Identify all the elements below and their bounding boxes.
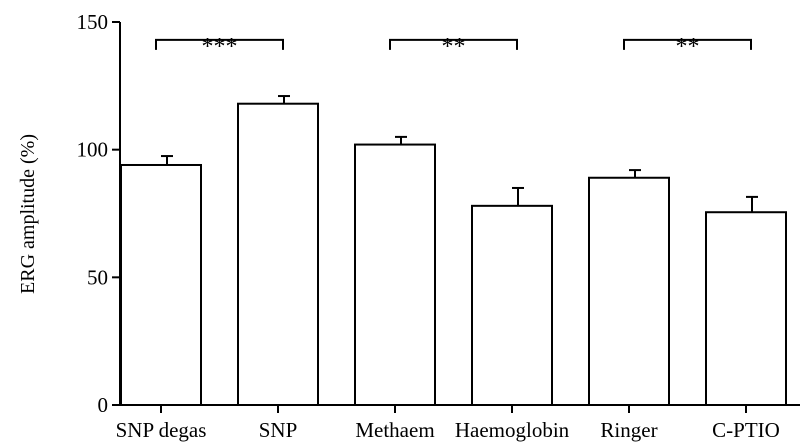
x-tick-label: SNP (259, 418, 298, 442)
bar (471, 204, 553, 406)
y-tick-label: 0 (98, 393, 109, 417)
y-tick-label: 100 (77, 138, 109, 162)
y-ticks: 0 50 100 150 (77, 10, 120, 417)
significance-bracket (623, 38, 752, 50)
bar (237, 102, 319, 406)
x-tick-label: Ringer (600, 418, 657, 442)
x-tick-label: SNP degas (116, 418, 207, 442)
plot-area (120, 95, 787, 406)
x-tick-label: Haemoglobin (455, 418, 570, 442)
bar (588, 176, 670, 406)
bar (705, 211, 787, 406)
bar (354, 143, 436, 406)
x-tick-label: C-PTIO (712, 418, 780, 442)
significance-bracket (389, 38, 518, 50)
y-tick-label: 150 (77, 10, 109, 34)
x-tick-label: Methaem (355, 418, 434, 442)
significance-label: *** (202, 34, 238, 60)
y-tick-label: 50 (87, 265, 108, 289)
significance-label: ** (676, 34, 700, 60)
x-ticks: SNP degas SNP Methaem Haemoglobin Ringer C-PT… (116, 405, 780, 442)
significance-brackets: *** ** ** (155, 34, 752, 60)
significance-label: ** (442, 34, 466, 60)
bar (120, 163, 202, 406)
y-axis-title: ERG amplitude (%) (17, 134, 39, 294)
significance-bracket (155, 38, 284, 50)
